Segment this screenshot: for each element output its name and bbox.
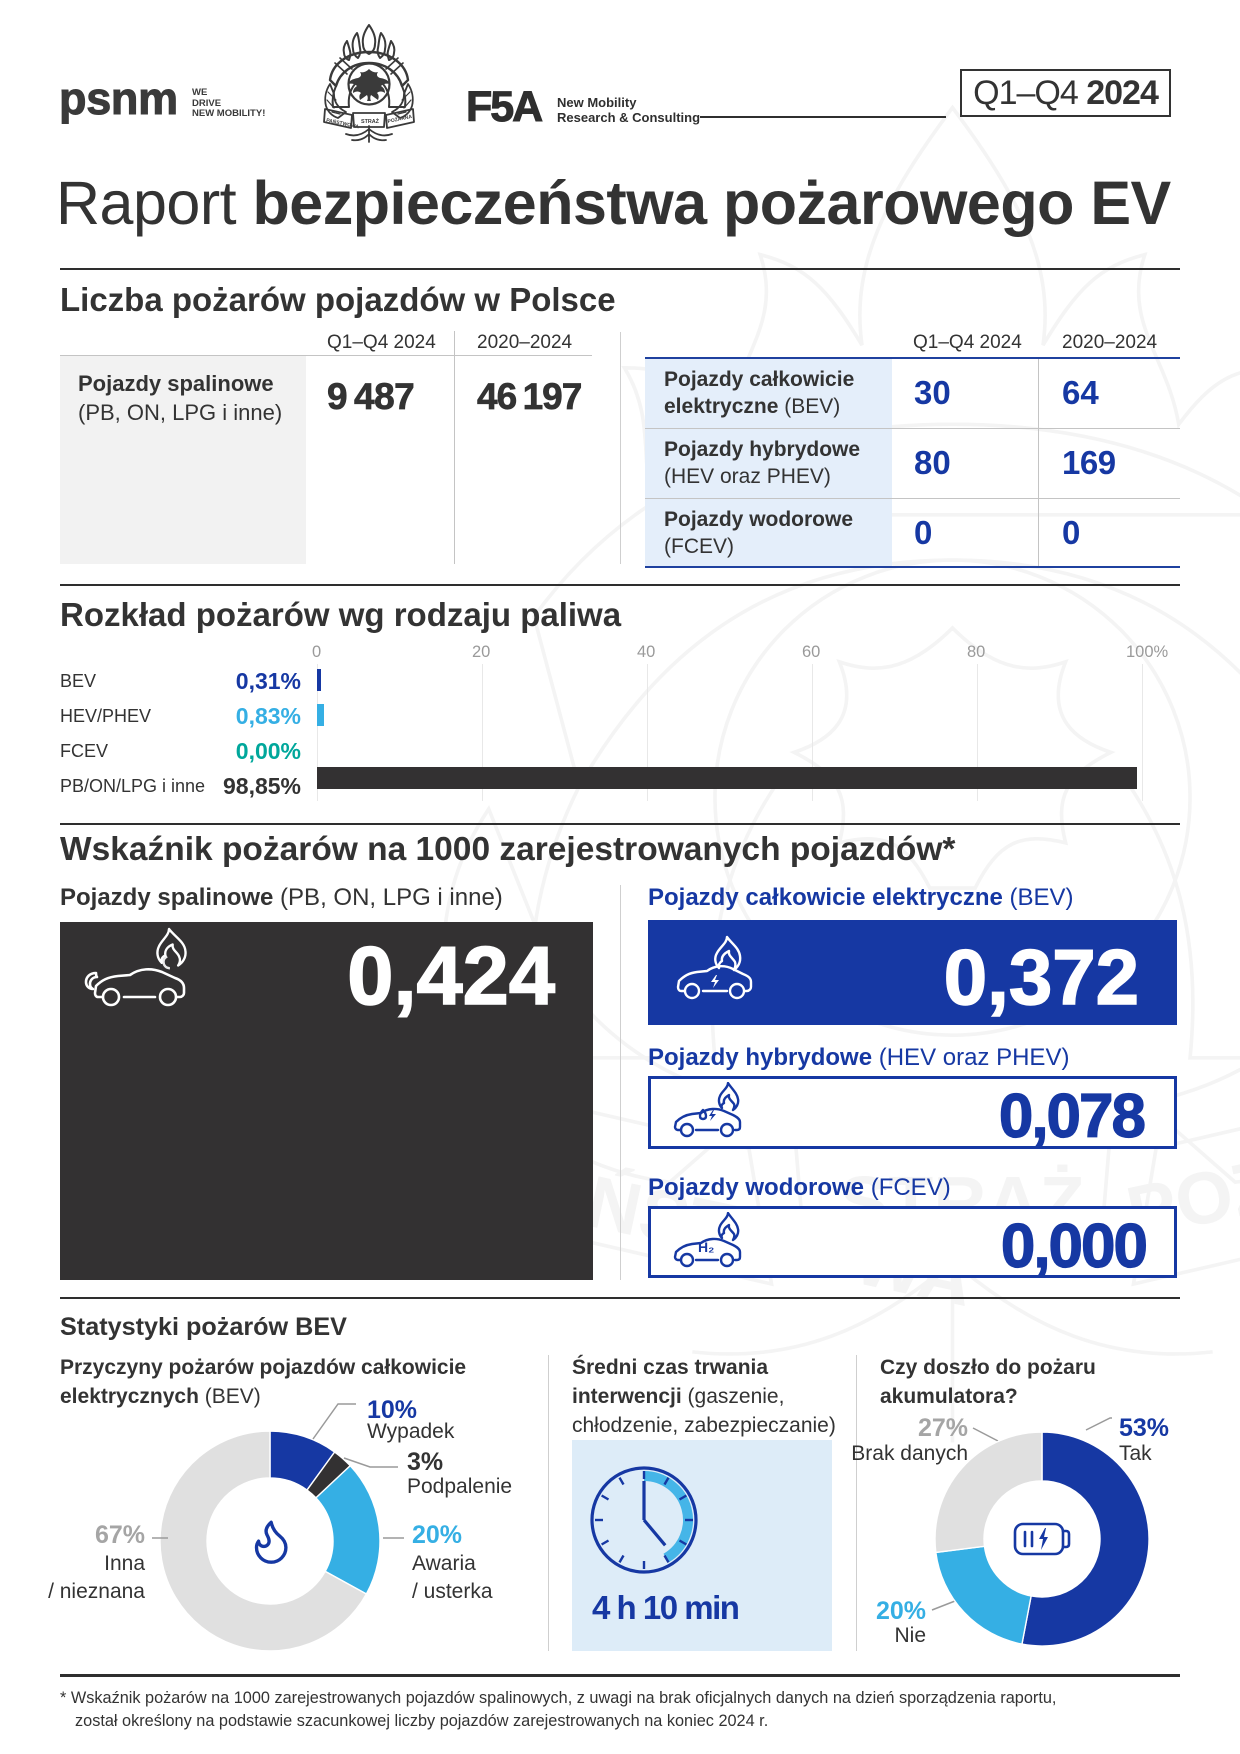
svg-text:H₂: H₂ [698,1239,714,1255]
svg-text:STRAŻ: STRAŻ [361,118,380,125]
svg-text:PAŃSTWOWA: PAŃSTWOWA [326,116,361,131]
